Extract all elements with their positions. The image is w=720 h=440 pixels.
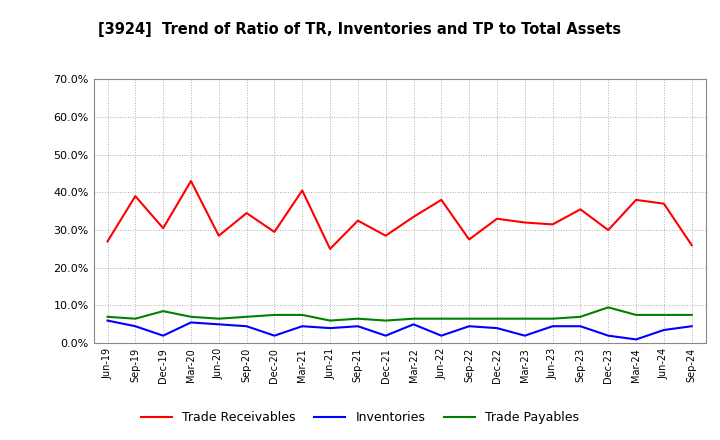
Trade Payables [215, 316, 223, 321]
Inventories [131, 323, 140, 329]
Inventories [354, 323, 362, 329]
Trade Payables [382, 318, 390, 323]
Trade Payables [604, 305, 613, 310]
Trade Receivables [688, 242, 696, 248]
Trade Receivables [382, 233, 390, 238]
Line: Trade Receivables: Trade Receivables [107, 181, 692, 249]
Trade Receivables [215, 233, 223, 238]
Trade Payables [688, 312, 696, 318]
Trade Receivables [492, 216, 501, 221]
Trade Receivables [270, 229, 279, 235]
Inventories [159, 333, 168, 338]
Trade Payables [131, 316, 140, 321]
Trade Receivables [631, 197, 640, 202]
Trade Receivables [103, 239, 112, 244]
Line: Trade Payables: Trade Payables [107, 308, 692, 321]
Trade Receivables [604, 227, 613, 233]
Trade Payables [159, 308, 168, 314]
Inventories [660, 327, 668, 333]
Trade Payables [354, 316, 362, 321]
Trade Payables [409, 316, 418, 321]
Trade Receivables [354, 218, 362, 223]
Inventories [549, 323, 557, 329]
Inventories [242, 323, 251, 329]
Inventories [409, 322, 418, 327]
Trade Receivables [131, 194, 140, 199]
Trade Payables [631, 312, 640, 318]
Trade Payables [492, 316, 501, 321]
Trade Receivables [660, 201, 668, 206]
Trade Payables [242, 314, 251, 319]
Trade Payables [576, 314, 585, 319]
Inventories [688, 323, 696, 329]
Trade Payables [325, 318, 334, 323]
Inventories [465, 323, 474, 329]
Trade Receivables [437, 197, 446, 202]
Inventories [521, 333, 529, 338]
Trade Receivables [549, 222, 557, 227]
Inventories [298, 323, 307, 329]
Trade Payables [186, 314, 195, 319]
Inventories [492, 326, 501, 331]
Inventories [215, 322, 223, 327]
Trade Receivables [186, 178, 195, 183]
Trade Payables [103, 314, 112, 319]
Trade Receivables [409, 214, 418, 220]
Inventories [631, 337, 640, 342]
Text: [3924]  Trend of Ratio of TR, Inventories and TP to Total Assets: [3924] Trend of Ratio of TR, Inventories… [99, 22, 621, 37]
Inventories [270, 333, 279, 338]
Trade Receivables [298, 188, 307, 193]
Trade Receivables [465, 237, 474, 242]
Trade Receivables [576, 207, 585, 212]
Trade Receivables [159, 226, 168, 231]
Inventories [382, 333, 390, 338]
Inventories [325, 326, 334, 331]
Inventories [103, 318, 112, 323]
Trade Receivables [521, 220, 529, 225]
Trade Payables [437, 316, 446, 321]
Trade Payables [660, 312, 668, 318]
Trade Payables [521, 316, 529, 321]
Inventories [186, 320, 195, 325]
Trade Payables [270, 312, 279, 318]
Legend: Trade Receivables, Inventories, Trade Payables: Trade Receivables, Inventories, Trade Pa… [135, 407, 585, 429]
Trade Receivables [325, 246, 334, 252]
Line: Inventories: Inventories [107, 321, 692, 339]
Inventories [437, 333, 446, 338]
Trade Receivables [242, 210, 251, 216]
Trade Payables [465, 316, 474, 321]
Trade Payables [549, 316, 557, 321]
Trade Payables [298, 312, 307, 318]
Inventories [604, 333, 613, 338]
Inventories [576, 323, 585, 329]
